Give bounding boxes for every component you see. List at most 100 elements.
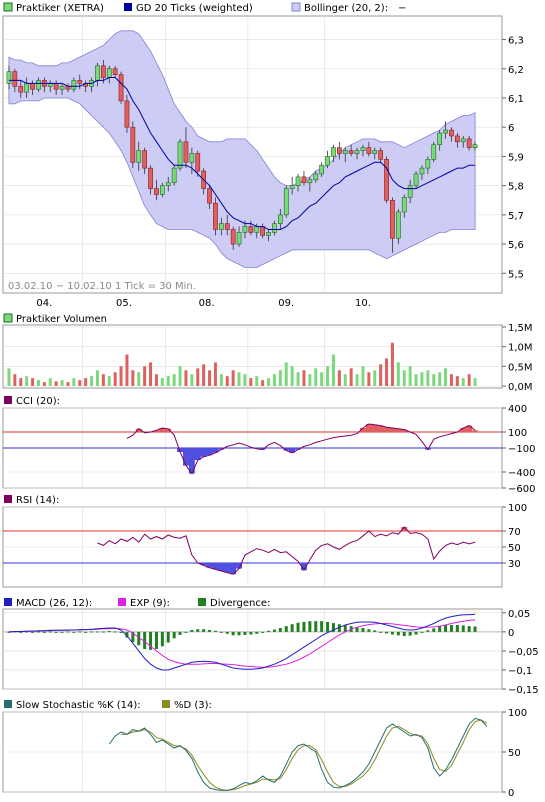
candle-down — [378, 150, 384, 160]
rsi-tick-label: 100 — [508, 503, 527, 514]
candle-down — [112, 68, 118, 75]
divergence-bar — [60, 631, 64, 633]
volume-bar — [208, 370, 212, 386]
price-tick-label: 6,2 — [508, 65, 524, 76]
price-tick-label: 5,6 — [508, 240, 524, 251]
volume-bar — [113, 372, 117, 386]
candle-up — [159, 185, 165, 195]
volume-bar — [361, 366, 365, 386]
volume-bar — [243, 374, 247, 386]
volume-legend-swatch — [3, 313, 13, 323]
candle-up — [437, 132, 443, 146]
divergence-bar — [154, 631, 158, 649]
ma-legend-swatch — [124, 3, 132, 11]
volume-bar — [396, 362, 400, 386]
volume-bar — [337, 370, 341, 386]
candle-up — [372, 150, 378, 154]
price-legend-swatch-candle — [3, 2, 13, 12]
volume-bar — [42, 382, 46, 386]
stoch-gridlines — [3, 711, 502, 793]
candle-down — [100, 65, 106, 78]
bollinger-legend-value: − — [398, 3, 406, 14]
volume-bar — [131, 370, 135, 386]
stoch-tick-label: 50 — [508, 748, 521, 759]
volume-bars — [7, 342, 477, 386]
exp-legend-label: EXP (9): — [130, 598, 170, 609]
volume-bar — [36, 380, 40, 386]
candle-down — [348, 150, 354, 154]
divergence-bar — [143, 631, 147, 649]
divergence-bar — [438, 626, 442, 632]
candle-up — [136, 150, 142, 163]
candle-up — [95, 65, 100, 81]
volume-bar — [402, 370, 406, 386]
volume-bar — [343, 374, 347, 386]
cci-legend-swatch — [4, 396, 12, 404]
volume-bar — [355, 374, 359, 386]
volume-bar — [414, 374, 418, 386]
cci-tick-label: −400 — [508, 468, 535, 479]
divergence-bar — [219, 631, 223, 633]
stoch-y-axis-ticks: 100 50 0 — [502, 708, 527, 799]
volume-bar — [125, 354, 129, 386]
divergence-bar — [31, 631, 35, 633]
volume-bar — [101, 374, 105, 386]
volume-y-axis-ticks: 1,5M 1,0M 0,5M 0,0M — [502, 323, 533, 393]
rsi-overbought-fill — [94, 527, 478, 531]
candle-up — [354, 150, 360, 154]
volume-bar — [455, 376, 459, 386]
divergence-bar — [190, 629, 194, 632]
candle-down — [454, 135, 460, 143]
candle-down — [248, 226, 254, 233]
candle-up — [419, 167, 425, 175]
rsi-tick-label: 30 — [508, 559, 521, 570]
volume-bar — [237, 372, 241, 386]
volume-bar — [78, 380, 82, 386]
candle-up — [171, 167, 177, 184]
candle-down — [77, 80, 83, 84]
price-legend-label: Praktiker (XETRA) — [16, 3, 104, 14]
volume-bar — [7, 368, 11, 386]
divergence-bar — [184, 631, 188, 633]
divergence-bar — [84, 631, 88, 633]
volume-bar — [184, 370, 188, 386]
x-tick-label: 09. — [278, 298, 294, 309]
price-tick-label: 5,8 — [508, 182, 524, 193]
volume-bar — [25, 376, 29, 386]
cci-tick-label: −100 — [508, 444, 535, 455]
candle-up — [460, 138, 466, 143]
volume-bar — [90, 376, 94, 386]
divergence-bar — [290, 624, 294, 632]
price-x-axis-ticks: 04. 05. 08. 09. 10. — [36, 298, 371, 309]
divergence-bar — [473, 626, 477, 632]
volume-bar — [196, 368, 200, 386]
candle-up — [342, 150, 348, 154]
volume-bar — [60, 380, 64, 386]
volume-bar — [54, 381, 58, 386]
candle-up — [401, 197, 407, 213]
divergence-bar — [125, 631, 129, 638]
candle-down — [301, 176, 307, 184]
volume-bar — [467, 374, 471, 386]
volume-bar — [107, 376, 111, 386]
candle-up — [236, 232, 242, 245]
rsi-area — [3, 526, 502, 575]
candle-up — [325, 156, 330, 166]
macd-tick-label: −0,1 — [508, 666, 532, 677]
candle-down — [53, 83, 59, 90]
candle-up — [360, 147, 366, 151]
divergence-bar — [420, 631, 424, 633]
divergence-bar — [314, 621, 318, 632]
volume-bar — [267, 378, 271, 386]
candle-up — [307, 179, 313, 184]
volume-bar — [331, 354, 335, 386]
candle-down — [260, 226, 266, 236]
divergence-bar — [326, 621, 330, 632]
candle-up — [106, 68, 112, 78]
volume-bar — [160, 378, 164, 386]
divergence-bar — [444, 625, 448, 632]
volume-tick-label: 0,5M — [508, 362, 533, 373]
volume-bar — [373, 370, 377, 386]
x-tick-label: 08. — [199, 298, 215, 309]
exp-legend-swatch — [118, 598, 126, 606]
